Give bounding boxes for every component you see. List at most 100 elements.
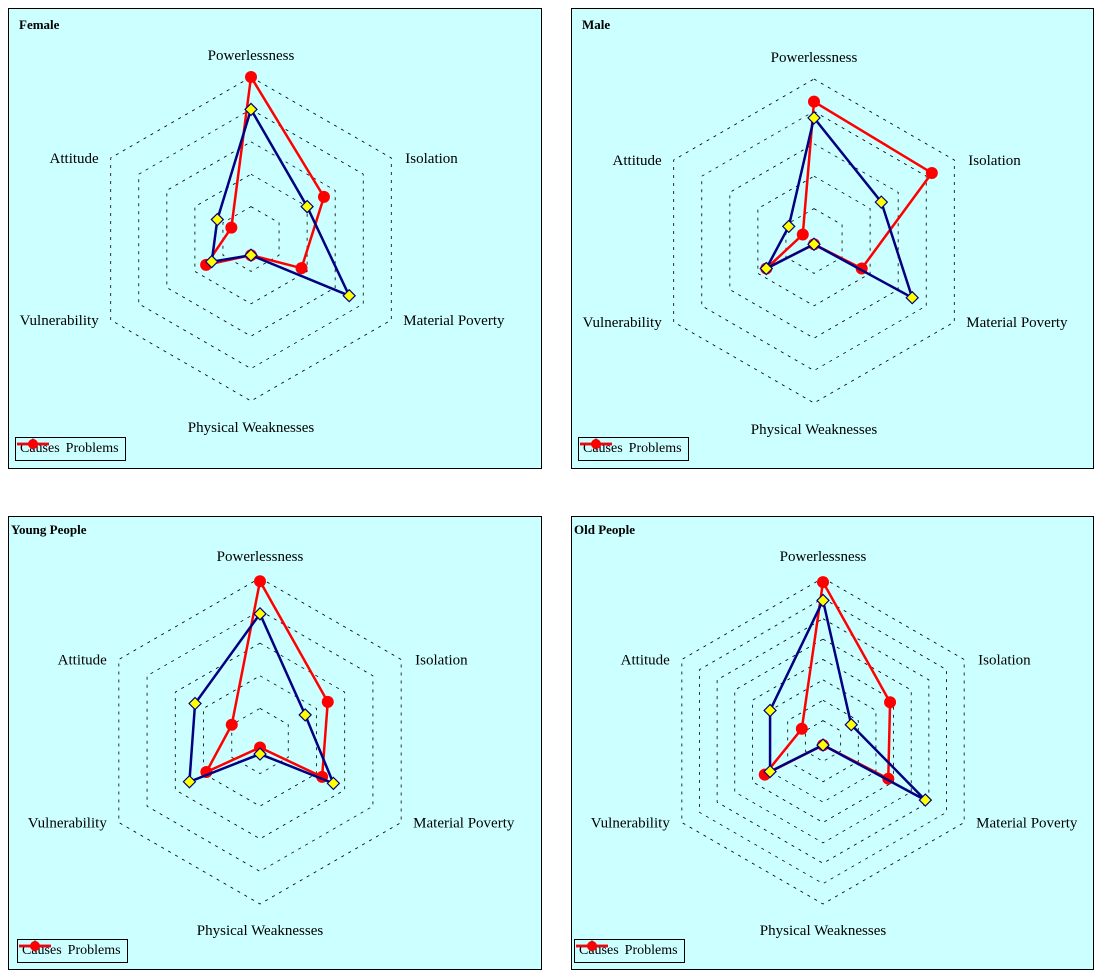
category-label-isolation: Isolation [978, 653, 1031, 669]
data-point-problems-isolation [317, 190, 330, 203]
series-line-causes [768, 596, 927, 802]
category-label-isolation: Isolation [405, 151, 458, 167]
data-point-causes-physical-weaknesses [816, 738, 830, 752]
category-label-powerlessness: Powerlessness [217, 549, 304, 565]
category-label-attitude: Attitude [50, 151, 100, 167]
grid-ring [673, 78, 955, 404]
grid-ring [681, 577, 965, 905]
series-problems [200, 71, 330, 275]
series-causes [204, 102, 357, 303]
grid-ring [231, 707, 289, 775]
legend-item-problems: Problems [19, 941, 121, 959]
data-point-problems-powerlessness [808, 95, 820, 108]
grid-ring [701, 110, 927, 372]
grid-ring [699, 597, 947, 885]
chart-legend: Causes Problems [15, 437, 126, 461]
radar-grid [118, 577, 402, 905]
radar-grid [110, 76, 392, 402]
category-label-vulnerability: Vulnerability [28, 816, 108, 832]
problems-line-dot-icon [580, 439, 612, 449]
grid-ring [194, 173, 308, 305]
category-label-vulnerability: Vulnerability [583, 315, 663, 331]
series-causes [759, 111, 920, 305]
chart-legend: Causes Problems [578, 437, 689, 461]
data-point-causes-vulnerability [763, 764, 777, 779]
series-problems [760, 95, 938, 275]
radar-chart-old-people: Powerlessness Isolation Material Poverty Ph… [591, 549, 1078, 939]
series-causes [182, 607, 341, 791]
data-point-problems-attitude [796, 228, 809, 241]
problems-line-dot-icon [576, 941, 608, 951]
data-point-causes-material-poverty [905, 290, 920, 305]
data-point-problems-material-poverty [295, 262, 308, 275]
category-label-isolation: Isolation [968, 153, 1021, 169]
grid-ring [729, 143, 899, 339]
data-point-causes-material-poverty [326, 776, 341, 791]
data-point-causes-isolation [844, 717, 859, 732]
category-label-physical-weaknesses: Physical Weaknesses [760, 923, 887, 939]
legend-label-problems: Problems [65, 441, 119, 456]
data-point-problems-powerlessness [245, 71, 257, 83]
data-point-causes-isolation [874, 195, 889, 209]
data-point-problems-powerlessness [817, 576, 829, 589]
data-point-causes-powerlessness [807, 111, 821, 125]
category-label-physical-weaknesses: Physical Weaknesses [197, 923, 324, 939]
data-point-causes-vulnerability [204, 254, 219, 269]
category-label-material-poverty: Material Poverty [403, 313, 505, 329]
data-point-causes-material-poverty [342, 288, 357, 303]
grid-ring [787, 699, 859, 783]
grid-ring [166, 141, 336, 337]
legend-label-problems: Problems [67, 943, 121, 958]
data-point-causes-physical-weaknesses [807, 237, 821, 252]
data-point-causes-attitude [781, 219, 796, 234]
series-line-problems [765, 99, 934, 271]
chart-title: Old People [574, 522, 636, 537]
data-point-causes-isolation [300, 199, 314, 214]
problems-line-dot-icon [17, 439, 49, 449]
series-problems [758, 576, 897, 785]
data-point-causes-powerlessness [244, 102, 258, 117]
chart-legend: Causes Problems [574, 939, 685, 963]
data-point-problems-powerlessness [254, 575, 266, 588]
legend-label-problems: Problems [628, 441, 682, 456]
category-label-powerlessness: Powerlessness [208, 48, 295, 64]
data-point-causes-attitude [210, 212, 225, 227]
radar-chart-young-people: Powerlessness Isolation Material Poverty Ph… [28, 549, 515, 939]
series-problems [200, 575, 334, 783]
category-label-vulnerability: Vulnerability [591, 816, 671, 832]
category-label-attitude: Attitude [613, 153, 663, 169]
series-line-problems [203, 577, 330, 779]
legend-label-problems: Problems [624, 943, 678, 958]
series-line-problems [203, 73, 326, 270]
series-line-causes [763, 115, 915, 301]
grid-ring [174, 642, 346, 840]
category-label-material-poverty: Material Poverty [976, 816, 1078, 832]
category-label-attitude: Attitude [58, 653, 108, 669]
grid-ring [146, 610, 374, 872]
category-label-physical-weaknesses: Physical Weaknesses [751, 422, 878, 438]
data-point-problems-attitude [225, 221, 238, 234]
category-label-powerlessness: Powerlessness [780, 549, 867, 565]
legend-item-problems: Problems [17, 439, 119, 457]
category-label-material-poverty: Material Poverty [966, 315, 1068, 331]
chart-legend: Causes Problems [17, 939, 128, 963]
data-point-problems-isolation [884, 696, 897, 709]
chart-panel-young-people: Young People Powerlessness Isolation Mater… [8, 516, 542, 970]
chart-title: Young People [11, 522, 87, 537]
category-label-material-poverty: Material Poverty [413, 816, 515, 832]
data-point-causes-physical-weaknesses [253, 747, 267, 761]
data-point-problems-isolation [925, 166, 938, 179]
grid-ring [734, 638, 912, 844]
legend-item-problems: Problems [576, 941, 678, 959]
grid-ring [203, 675, 317, 807]
data-point-causes-attitude [763, 703, 777, 718]
chart-title: Female [19, 17, 60, 32]
grid-ring [222, 206, 280, 272]
grid-ring [716, 618, 930, 864]
category-label-powerlessness: Powerlessness [771, 50, 858, 66]
data-point-causes-powerlessness [816, 593, 830, 608]
data-point-causes-vulnerability [182, 774, 197, 789]
data-point-causes-isolation [298, 708, 313, 722]
radar-chart-male: Powerlessness Isolation Material Poverty Ph… [583, 50, 1068, 438]
chart-panel-old-people: Old People Powerlessness Isolation Materia… [571, 516, 1094, 970]
